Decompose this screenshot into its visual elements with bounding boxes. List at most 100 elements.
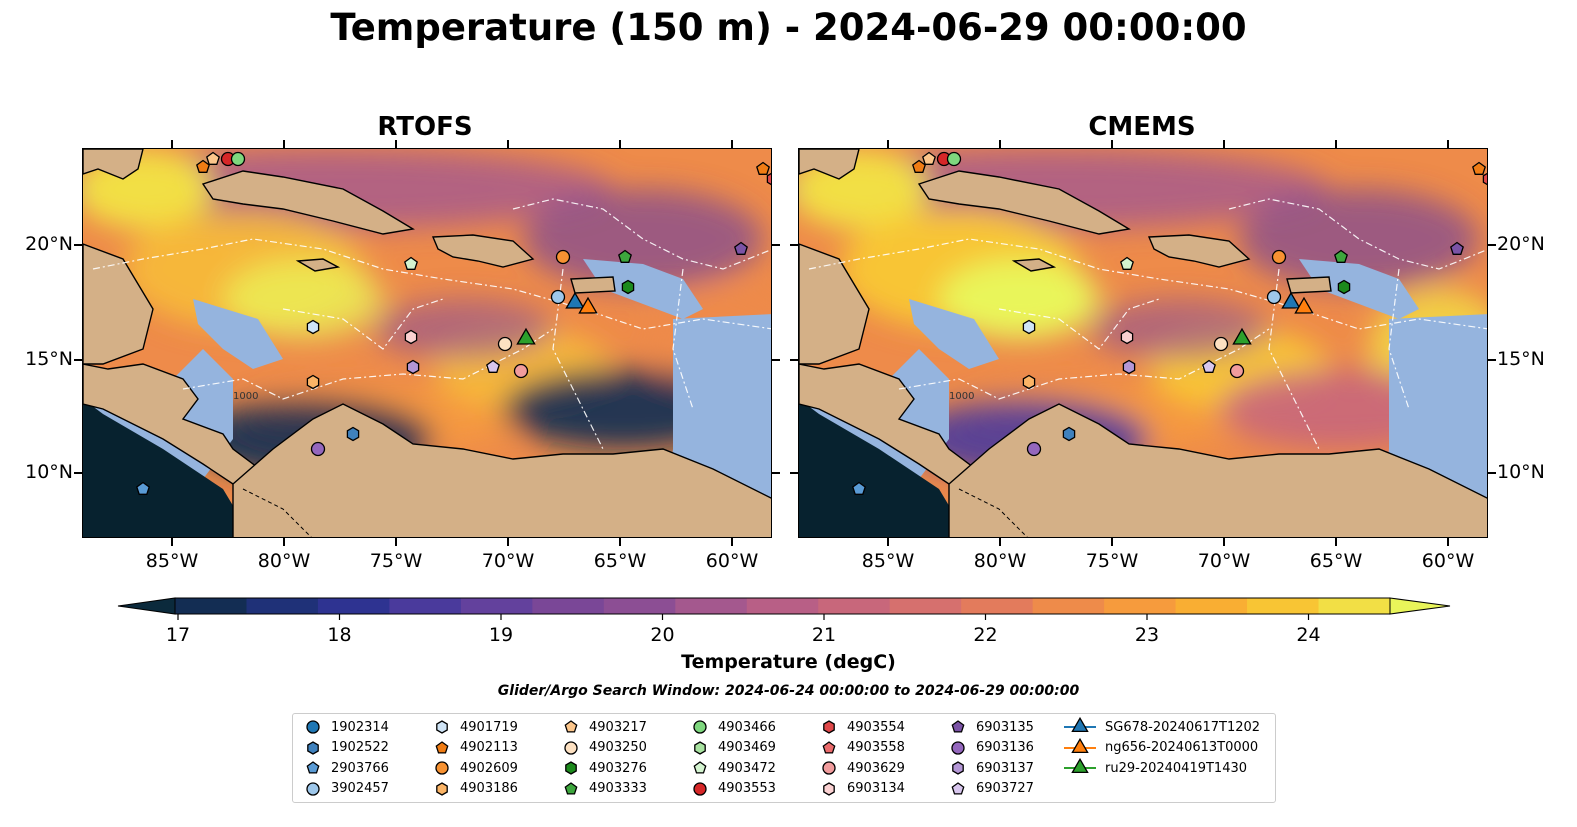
float-marker bbox=[618, 249, 632, 263]
cool-patch bbox=[1239, 189, 1479, 289]
legend-symbol bbox=[435, 740, 449, 754]
lat-tick-label: 20°N bbox=[1497, 233, 1545, 255]
cool-patch bbox=[523, 189, 763, 289]
colorbar-segment bbox=[175, 598, 247, 614]
lon-tick-label: 70°W bbox=[1197, 550, 1251, 572]
legend-label: 4903558 bbox=[847, 740, 905, 755]
shelf-area bbox=[1299, 259, 1419, 319]
colorbar-tick-label: 23 bbox=[1134, 624, 1160, 646]
maritime-boundary bbox=[1388, 268, 1410, 410]
legend-marker-icon bbox=[565, 761, 577, 775]
legend-item: 6903136 bbox=[948, 738, 1034, 758]
colorbar-extend-low bbox=[117, 597, 176, 615]
legend-marker-icon bbox=[564, 781, 578, 795]
float-marker bbox=[404, 256, 418, 270]
legend-marker-icon bbox=[307, 740, 319, 755]
central-america bbox=[83, 363, 275, 495]
glider-marker bbox=[1281, 291, 1301, 309]
shelf-area bbox=[193, 299, 283, 369]
lat-tick-label: 20°N bbox=[25, 233, 73, 255]
isobath-label: 1000 bbox=[949, 391, 974, 402]
lon-tick-label: 65°W bbox=[1309, 550, 1363, 572]
legend-item: 4903333 bbox=[561, 779, 647, 799]
float-marker bbox=[196, 159, 210, 173]
maritime-boundary bbox=[92, 238, 771, 330]
lon-tick-label: 85°W bbox=[145, 550, 199, 572]
pacific-ocean bbox=[799, 399, 968, 537]
colorbar-segment bbox=[1247, 598, 1320, 614]
float-marker bbox=[1120, 329, 1134, 345]
colorbar-outline bbox=[174, 597, 1391, 615]
legend-symbol bbox=[951, 781, 965, 795]
float-marker bbox=[230, 151, 246, 167]
float-marker bbox=[486, 359, 500, 373]
glider-marker bbox=[516, 327, 536, 345]
colorbar-segment bbox=[317, 598, 390, 614]
lon-tick-label: 65°W bbox=[593, 550, 647, 572]
south-america bbox=[948, 403, 1487, 537]
float-marker bbox=[346, 426, 360, 442]
legend-marker-icon bbox=[823, 720, 835, 734]
float-marker bbox=[1450, 241, 1464, 255]
florida-bahamas bbox=[799, 149, 860, 180]
legend-symbol bbox=[435, 761, 449, 775]
float-marker bbox=[136, 481, 150, 495]
legend-label: 4903469 bbox=[718, 740, 776, 755]
legend-label: 4903472 bbox=[718, 760, 776, 776]
hispaniola bbox=[1147, 234, 1251, 268]
legend-symbol bbox=[306, 720, 320, 734]
legend-label: 6903727 bbox=[976, 781, 1034, 796]
legend-item: 4903554 bbox=[819, 717, 905, 737]
legend-marker-icon bbox=[951, 720, 965, 733]
float-marker bbox=[1022, 319, 1036, 335]
float-marker bbox=[852, 481, 866, 495]
colorbar-label: Temperature (degC) bbox=[681, 651, 896, 673]
search-window-caption: Glider/Argo Search Window: 2024-06-24 00… bbox=[497, 683, 1080, 699]
legend-label: 6903135 bbox=[976, 719, 1034, 735]
legend-label: 6903134 bbox=[847, 781, 905, 796]
float-marker bbox=[1482, 172, 1487, 186]
map-panel-cmems: 1000 bbox=[798, 148, 1488, 538]
lon-tick-label: 75°W bbox=[1085, 550, 1139, 572]
glider-marker bbox=[1294, 296, 1314, 314]
float-marker bbox=[734, 241, 748, 255]
legend-item: ng656-20240613T0000 bbox=[1063, 737, 1258, 758]
colorbar bbox=[117, 597, 1451, 620]
colorbar-segment bbox=[675, 598, 748, 614]
legend-item: 4903472 bbox=[690, 758, 776, 778]
legend-marker-icon bbox=[564, 740, 578, 755]
colorbar-segment bbox=[889, 598, 962, 614]
float-marker bbox=[1229, 363, 1245, 379]
legend-marker-icon bbox=[693, 761, 707, 774]
legend-symbol bbox=[693, 720, 707, 734]
legend-marker-icon bbox=[1064, 717, 1096, 733]
colorbar-segment bbox=[1032, 598, 1105, 614]
float-marker bbox=[766, 172, 771, 186]
float-marker bbox=[1472, 161, 1486, 175]
lon-tick-label: 70°W bbox=[481, 550, 535, 572]
cuba bbox=[917, 170, 1131, 235]
colorbar-tick-label: 20 bbox=[650, 624, 675, 646]
legend-symbol bbox=[564, 720, 578, 733]
maritime-boundary bbox=[282, 298, 444, 350]
lat-tick-label: 10°N bbox=[25, 461, 73, 483]
colorbar-segment bbox=[1318, 598, 1391, 614]
legend-item: 6903135 bbox=[948, 717, 1034, 737]
legend-label: 4903466 bbox=[718, 719, 776, 735]
colorbar-segment bbox=[1104, 598, 1177, 614]
lon-tick-label: 60°W bbox=[705, 550, 759, 572]
florida-bahamas bbox=[83, 149, 144, 180]
colorbar-extend-high bbox=[1389, 597, 1451, 615]
legend-marker-icon bbox=[306, 781, 320, 796]
maritime-boundary bbox=[808, 238, 1487, 330]
lon-tick-label: 80°W bbox=[257, 550, 311, 572]
central-america bbox=[83, 243, 154, 365]
float-marker bbox=[1202, 359, 1216, 373]
float-marker bbox=[497, 336, 513, 352]
float-marker bbox=[306, 319, 320, 335]
jamaica bbox=[295, 258, 341, 272]
legend-item: 6903727 bbox=[948, 779, 1034, 799]
float-marker bbox=[1271, 249, 1287, 265]
legend-item: 4903466 bbox=[690, 717, 776, 737]
legend-label: 4903553 bbox=[718, 781, 776, 796]
